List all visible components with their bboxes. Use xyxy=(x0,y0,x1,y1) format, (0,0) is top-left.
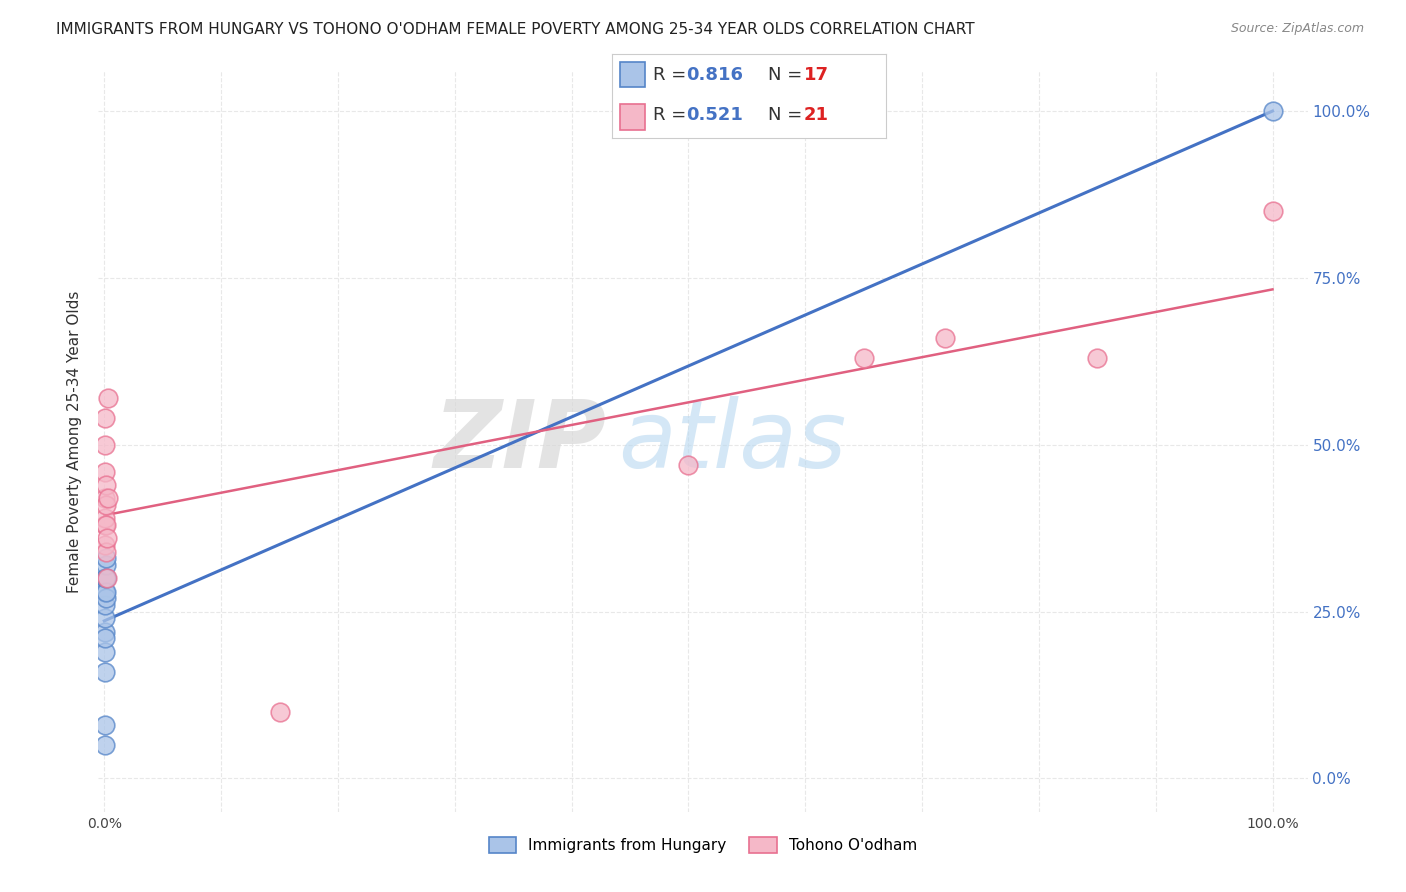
Text: Source: ZipAtlas.com: Source: ZipAtlas.com xyxy=(1230,22,1364,36)
Text: N =: N = xyxy=(768,106,808,124)
Point xyxy=(94,544,117,558)
Point xyxy=(93,738,115,752)
Point xyxy=(94,538,117,552)
Point xyxy=(94,438,117,452)
Text: atlas: atlas xyxy=(619,396,846,487)
Point xyxy=(94,645,117,659)
Point xyxy=(94,665,117,679)
Text: R =: R = xyxy=(652,66,692,84)
Point xyxy=(94,517,117,532)
Point xyxy=(94,491,117,506)
Point xyxy=(94,591,117,606)
Text: 0.816: 0.816 xyxy=(686,66,742,84)
Point xyxy=(94,598,117,612)
Point xyxy=(678,458,700,472)
Point xyxy=(93,718,115,732)
Point xyxy=(94,511,117,525)
Point xyxy=(1261,104,1284,119)
Point xyxy=(96,498,118,512)
Point xyxy=(93,517,115,532)
Point xyxy=(96,571,118,585)
Point xyxy=(94,465,117,479)
Point xyxy=(852,351,875,366)
Bar xyxy=(620,104,644,130)
Text: R =: R = xyxy=(652,106,692,124)
Point xyxy=(1261,204,1284,219)
Text: IMMIGRANTS FROM HUNGARY VS TOHONO O'ODHAM FEMALE POVERTY AMONG 25-34 YEAR OLDS C: IMMIGRANTS FROM HUNGARY VS TOHONO O'ODHA… xyxy=(56,22,974,37)
Point xyxy=(94,571,117,585)
Point xyxy=(97,391,120,405)
Point xyxy=(934,331,956,345)
Text: 17: 17 xyxy=(804,66,828,84)
Point xyxy=(96,551,118,566)
Point xyxy=(94,584,117,599)
Point xyxy=(94,558,117,572)
Point xyxy=(96,531,118,545)
Point xyxy=(94,411,117,425)
Text: N =: N = xyxy=(768,66,808,84)
Bar xyxy=(620,62,644,87)
Point xyxy=(1085,351,1108,366)
Text: 21: 21 xyxy=(804,106,828,124)
Point xyxy=(94,584,117,599)
Point xyxy=(97,491,120,506)
Point xyxy=(94,571,117,585)
Text: ZIP: ZIP xyxy=(433,395,606,488)
Y-axis label: Female Poverty Among 25-34 Year Olds: Female Poverty Among 25-34 Year Olds xyxy=(67,291,83,592)
Legend: Immigrants from Hungary, Tohono O'odham: Immigrants from Hungary, Tohono O'odham xyxy=(482,830,924,860)
Point xyxy=(269,705,291,719)
Point xyxy=(94,478,117,492)
Point xyxy=(94,632,117,646)
Point xyxy=(94,624,117,639)
Text: 0.521: 0.521 xyxy=(686,106,742,124)
Point xyxy=(94,611,117,625)
Point xyxy=(94,571,117,585)
